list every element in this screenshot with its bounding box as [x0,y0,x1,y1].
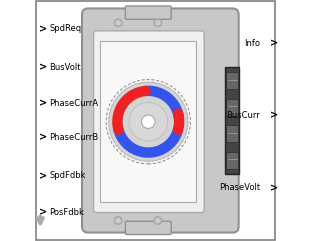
Text: PhaseVolt: PhaseVolt [219,183,260,193]
Text: >: > [39,99,47,109]
Text: Info: Info [244,39,260,48]
Circle shape [156,218,160,223]
Circle shape [142,115,155,128]
Text: BusCurr: BusCurr [227,111,260,120]
Text: >: > [39,171,47,181]
Bar [226,72,238,89]
Bar [225,67,239,174]
FancyBboxPatch shape [82,8,239,233]
Circle shape [109,82,188,161]
Text: >: > [39,62,47,73]
Circle shape [116,218,120,223]
Text: PosFdbk: PosFdbk [49,208,84,217]
Text: PhaseCurrB: PhaseCurrB [49,133,99,142]
FancyBboxPatch shape [94,31,204,213]
Circle shape [116,21,120,25]
Text: >: > [270,111,278,121]
Text: >: > [39,132,47,142]
Text: SpdFdbk: SpdFdbk [49,171,86,181]
Text: >: > [270,38,278,48]
Text: >: > [39,207,47,217]
Circle shape [154,19,162,27]
Text: SpdReq: SpdReq [49,24,81,33]
Bar [226,152,238,169]
Text: >: > [270,183,278,193]
Circle shape [114,217,122,224]
Bar [226,99,238,116]
FancyBboxPatch shape [125,6,171,19]
Bar [226,125,238,142]
FancyBboxPatch shape [36,1,275,240]
Text: >: > [39,24,47,34]
FancyBboxPatch shape [125,221,171,234]
Circle shape [156,21,160,25]
Circle shape [114,19,122,27]
Circle shape [154,217,162,224]
Text: BusVolt: BusVolt [49,63,81,72]
Bar [100,41,197,202]
Circle shape [129,102,168,141]
Text: PhaseCurrA: PhaseCurrA [49,99,99,108]
